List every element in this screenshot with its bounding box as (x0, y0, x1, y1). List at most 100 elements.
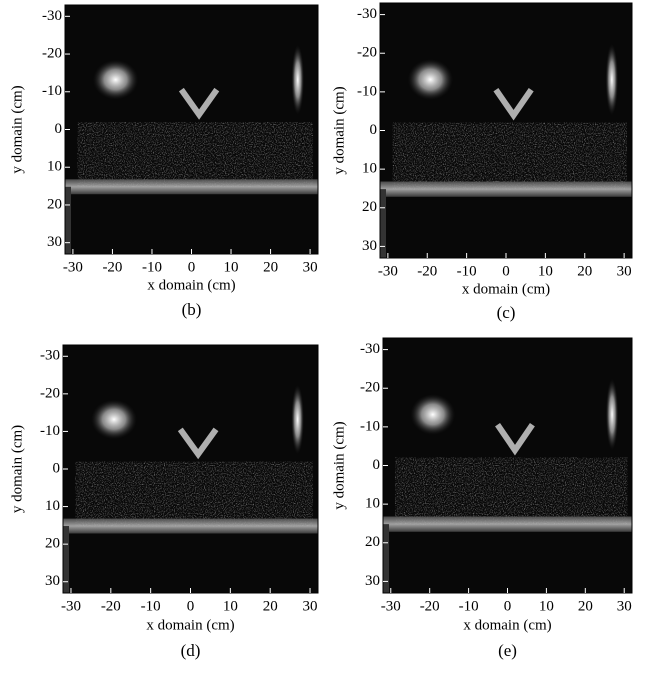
y-tick-label: 20 (45, 536, 60, 552)
target-right (291, 44, 305, 115)
y-tick-label: -10 (40, 423, 60, 439)
target-left (91, 399, 137, 440)
y-tick-label: 30 (45, 573, 60, 589)
y-tick-label: -10 (360, 418, 380, 434)
target-left (92, 59, 139, 100)
x-tick-label: -20 (101, 598, 121, 614)
x-tick-label: 20 (263, 598, 278, 614)
x-tick-label: -20 (420, 598, 440, 614)
clutter (392, 122, 627, 190)
y-tick-label: 10 (365, 496, 380, 512)
panel-label: (b) (182, 300, 202, 319)
clutter (75, 461, 313, 527)
y-tick-label: 20 (47, 196, 62, 212)
x-tick-label: 30 (617, 263, 632, 279)
target-right (605, 43, 619, 116)
radar-image (63, 345, 318, 593)
x-tick-label: -30 (63, 259, 83, 275)
x-tick-label: 20 (263, 259, 278, 275)
ground-band (65, 179, 318, 195)
left-edge (63, 526, 69, 593)
clutter (395, 457, 628, 525)
x-tick-label: 10 (538, 263, 553, 279)
radar-image (380, 3, 632, 258)
y-axis-label: y domain (cm) (9, 425, 25, 513)
y-tick-label: -30 (360, 341, 380, 357)
radar-image (383, 338, 632, 593)
y-tick-label: 0 (370, 122, 378, 138)
left-edge (383, 524, 389, 593)
x-tick-label: 10 (539, 598, 554, 614)
x-tick-label: 30 (303, 598, 318, 614)
y-tick-label: -20 (40, 385, 60, 401)
x-axis-label: x domain (cm) (147, 277, 235, 293)
target-right (291, 384, 304, 455)
panel-label: (d) (181, 641, 201, 660)
x-axis-label: x domain (cm) (463, 617, 551, 633)
x-tick-label: 10 (224, 259, 239, 275)
target-center (177, 427, 219, 460)
y-tick-label: -30 (357, 6, 377, 22)
y-tick-label: 10 (45, 498, 60, 514)
y-tick-label: 30 (47, 234, 62, 250)
x-tick-label: 30 (303, 259, 318, 275)
y-axis-label: y domain (cm) (331, 86, 347, 174)
y-tick-label: -20 (360, 380, 380, 396)
target-right (605, 378, 619, 451)
y-tick-label: 20 (362, 199, 377, 215)
y-tick-label: 0 (53, 460, 61, 476)
x-tick-label: 0 (188, 259, 196, 275)
radar-image (65, 5, 318, 254)
x-tick-label: -10 (457, 263, 477, 279)
clutter (77, 122, 313, 187)
target-left (407, 59, 454, 100)
x-tick-label: -10 (459, 598, 479, 614)
x-tick-label: 10 (223, 598, 238, 614)
y-tick-label: -30 (40, 348, 60, 364)
ground-band (63, 518, 318, 534)
y-tick-label: -20 (42, 45, 62, 61)
ground-band (380, 181, 632, 197)
left-edge (380, 189, 386, 258)
panel-label: (e) (498, 641, 517, 660)
panel-label: (c) (497, 303, 516, 322)
y-tick-label: -30 (42, 8, 62, 24)
y-tick-label: -20 (357, 45, 377, 61)
y-tick-label: 20 (365, 534, 380, 550)
x-tick-label: 0 (187, 598, 195, 614)
y-axis-label: y domain (cm) (331, 421, 347, 509)
x-axis-label: x domain (cm) (462, 281, 550, 297)
target-center (178, 87, 220, 120)
y-tick-label: -10 (357, 83, 377, 99)
ground-band (383, 516, 632, 532)
x-tick-label: -30 (378, 263, 398, 279)
x-tick-label: -10 (142, 259, 162, 275)
x-tick-label: -30 (61, 598, 81, 614)
left-edge (65, 186, 71, 254)
y-tick-label: 0 (55, 121, 63, 137)
x-tick-label: -20 (417, 263, 437, 279)
x-tick-label: 30 (617, 598, 632, 614)
y-tick-label: 30 (362, 238, 377, 254)
x-tick-label: 20 (577, 263, 592, 279)
x-tick-label: -10 (141, 598, 161, 614)
x-tick-label: 0 (502, 263, 510, 279)
target-center (493, 87, 534, 121)
target-left (410, 394, 456, 435)
x-tick-label: -20 (102, 259, 122, 275)
x-tick-label: 20 (578, 598, 593, 614)
x-axis-label: x domain (cm) (146, 617, 234, 633)
y-tick-label: 10 (47, 159, 62, 175)
y-tick-label: 30 (365, 573, 380, 589)
y-tick-label: 0 (373, 457, 381, 473)
y-tick-label: 10 (362, 161, 377, 177)
y-tick-label: -10 (42, 83, 62, 99)
x-tick-label: 0 (504, 598, 512, 614)
target-center (495, 423, 535, 456)
y-axis-label: y domain (cm) (9, 85, 25, 173)
